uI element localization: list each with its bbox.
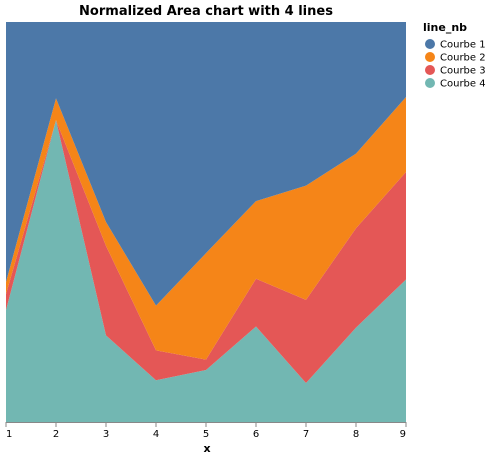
legend-swatch — [425, 65, 435, 75]
x-tick-label: 4 — [153, 429, 159, 440]
legend: line_nb Courbe 1 Courbe 2 Courbe 3 Courbe 4 — [423, 21, 486, 90]
legend-label: Courbe 3 — [440, 66, 486, 77]
legend-label: Courbe 2 — [440, 53, 486, 64]
x-tick-label: 9 — [400, 429, 406, 440]
legend-swatch — [425, 39, 435, 49]
x-tick-label: 2 — [53, 429, 59, 440]
x-tick-label: 3 — [103, 429, 109, 440]
area-courbe-3 — [6, 120, 406, 384]
legend-swatch — [425, 52, 435, 62]
legend-title: line_nb — [423, 21, 467, 34]
x-tick-label: 8 — [353, 429, 359, 440]
x-tick-label: 6 — [253, 429, 259, 440]
legend-label: Courbe 4 — [440, 79, 486, 90]
x-tick-label: 5 — [203, 429, 209, 440]
area-layers — [6, 22, 406, 423]
x-tick-label: 1 — [6, 429, 12, 440]
area-courbe-1 — [6, 22, 406, 306]
area-courbe-2 — [6, 97, 406, 360]
x-axis: 1 2 3 4 5 6 7 8 9 — [5, 422, 407, 440]
x-axis-title: x — [203, 442, 210, 455]
area-courbe-4 — [6, 120, 406, 423]
legend-label: Courbe 1 — [440, 40, 486, 51]
legend-swatch — [425, 78, 435, 88]
x-tick-label: 7 — [303, 429, 309, 440]
chart-title: Normalized Area chart with 4 lines — [79, 4, 333, 19]
